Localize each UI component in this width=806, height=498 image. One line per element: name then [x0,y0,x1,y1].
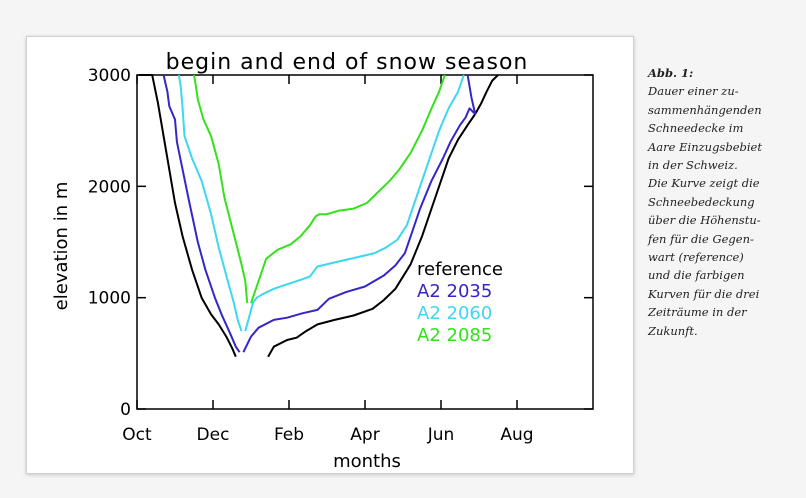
caption-line: fen für die Gegen- [648,231,754,246]
caption-line: Aare Einzugsbebiet [648,139,762,154]
series-line-a2-2060-begin [177,74,243,332]
caption-title: Abb. 1: [648,66,694,80]
series-line-reference-begin [138,74,237,358]
x-tick-label: Oct [122,425,152,445]
x-tick-label: Jun [427,425,455,445]
legend-entry: A2 2060 [417,303,492,324]
caption-line: über die Höhenstu- [648,213,761,228]
y-tick-label: 3000 [88,66,131,86]
series-line-a2-2060-end [244,74,465,332]
series-line-a2-2035-begin [162,74,241,353]
caption-line: Zeiträume in der [648,305,747,320]
caption-line: und die farbigen [648,268,745,283]
caption-line: in der Schweiz. [648,158,738,173]
series-line-a2-2035-end [242,74,477,353]
x-tick-label: Dec [197,425,230,445]
y-tick-label: 0 [120,400,131,420]
caption-line: Zukunft. [648,323,698,338]
caption-line: wart (reference) [648,250,744,265]
x-axis-label: months [333,451,401,472]
series-line-a2-2085-end [250,74,446,304]
legend-entry: A2 2035 [417,281,492,302]
caption-line: Schneedecke im [648,121,744,136]
figure-caption: Abb. 1: Dauer einer zu- sammenhängenden … [648,64,798,340]
x-tick-label: Aug [500,425,533,445]
snow-season-chart: begin and end of snow season elevation i… [51,50,594,472]
caption-line: sammenhängenden [648,102,762,117]
y-tick-label: 2000 [88,177,131,197]
x-tick-label: Feb [274,425,304,445]
caption-line: Die Kurve zeigt die [648,176,760,191]
caption-line: Kurven für die drei [648,286,760,301]
series-line-reference-end [267,74,499,358]
legend-entry: A2 2085 [417,325,492,346]
chart-title: begin and end of snow season [166,50,529,75]
x-tick-label: Apr [350,425,379,445]
caption-line: Schneebedeckung [648,194,755,209]
caption-line: Dauer einer zu- [648,84,739,99]
legend-entry: reference [417,259,503,280]
y-tick-label: 1000 [88,289,131,309]
figure-frame: begin and end of snow season elevation i… [26,36,634,474]
series-line-a2-2085-begin [193,74,249,304]
y-axis-label: elevation in m [51,182,72,311]
